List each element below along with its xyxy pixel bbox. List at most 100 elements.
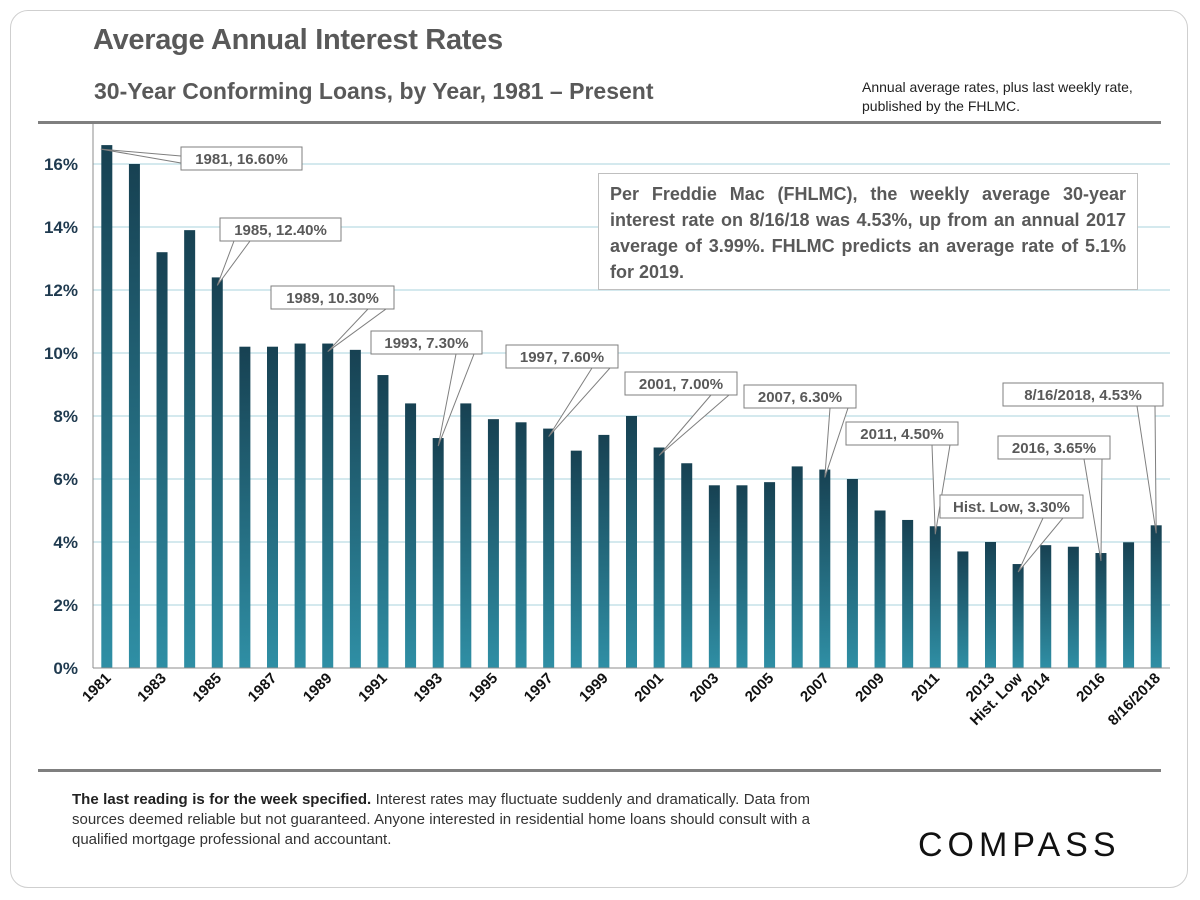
annotation-leader bbox=[1083, 458, 1103, 562]
bar-1983 bbox=[156, 252, 168, 668]
bar-2000 bbox=[626, 416, 637, 668]
source-note: Annual average rates, plus last weekly r… bbox=[862, 79, 1133, 114]
x-tick-label: 2001 bbox=[631, 670, 667, 706]
annotation-box bbox=[270, 285, 395, 310]
annotation-box bbox=[939, 494, 1084, 519]
y-tick-label: 0% bbox=[53, 659, 78, 678]
x-tick-label: 1997 bbox=[521, 670, 557, 706]
x-tick-label: 1993 bbox=[410, 670, 446, 706]
x-tick-label: 2009 bbox=[852, 670, 888, 706]
bar-2002 bbox=[681, 463, 693, 668]
y-tick-label: 16% bbox=[44, 155, 78, 174]
annotation-box bbox=[997, 435, 1111, 460]
y-tick-label: 6% bbox=[53, 470, 78, 489]
bar-1985 bbox=[211, 277, 223, 668]
y-tick-label: 8% bbox=[53, 407, 78, 426]
x-tick-label: 2016 bbox=[1073, 670, 1109, 706]
x-tick-label: 1991 bbox=[355, 670, 391, 706]
x-tick-label: 1989 bbox=[300, 670, 336, 706]
bottom-divider bbox=[38, 769, 1161, 772]
bar-1984 bbox=[184, 230, 196, 668]
bar-1990 bbox=[349, 349, 361, 668]
y-tick-label: 4% bbox=[53, 533, 78, 552]
x-tick-label: 2014 bbox=[1018, 669, 1054, 705]
annotation-label: 1985, 12.40% bbox=[234, 222, 327, 239]
x-tick-label: 2003 bbox=[687, 670, 723, 706]
freddie-mac-callout: Per Freddie Mac (FHLMC), the weekly aver… bbox=[598, 173, 1138, 290]
disclaimer: The last reading is for the week specifi… bbox=[72, 790, 810, 850]
annotation-box bbox=[743, 384, 857, 409]
bar-8-16-2018 bbox=[1150, 525, 1162, 668]
annotation-box bbox=[370, 330, 483, 355]
annotation-box bbox=[219, 217, 342, 242]
x-tick-label: 1981 bbox=[79, 670, 115, 706]
annotation-label: 2016, 3.65% bbox=[1012, 440, 1096, 457]
bar-2013 bbox=[985, 542, 996, 668]
top-divider bbox=[38, 121, 1161, 124]
disclaimer-text: Interest rates may fluctuate suddenly an… bbox=[72, 791, 810, 848]
bar-2010 bbox=[902, 519, 914, 668]
bar-1997 bbox=[543, 428, 555, 668]
bar-2007 bbox=[819, 469, 831, 668]
annotation-label: 2007, 6.30% bbox=[758, 389, 842, 406]
annotation-leader bbox=[658, 394, 731, 456]
x-tick-label: 1983 bbox=[134, 670, 170, 706]
annotation-label: 2011, 4.50% bbox=[860, 426, 943, 443]
annotation-label: 8/16/2018, 4.53% bbox=[1024, 387, 1142, 404]
bar-2005 bbox=[764, 482, 776, 668]
bar-2015 bbox=[1067, 546, 1079, 668]
bar-2012 bbox=[957, 551, 969, 668]
x-tick-label: 2007 bbox=[797, 670, 833, 706]
y-tick-label: 14% bbox=[44, 218, 78, 237]
bar-1982 bbox=[128, 164, 140, 668]
bar-1981 bbox=[101, 145, 113, 669]
bar-1999 bbox=[598, 434, 610, 668]
y-tick-label: 10% bbox=[44, 344, 78, 363]
annotation-label: 1989, 10.30% bbox=[286, 290, 379, 307]
bar-1988 bbox=[294, 343, 306, 668]
bar-2003 bbox=[708, 485, 720, 668]
x-tick-label: 1995 bbox=[466, 670, 502, 706]
chart-subtitle: 30-Year Conforming Loans, by Year, 1981 … bbox=[94, 78, 654, 104]
annotation-box bbox=[180, 146, 303, 171]
bar-2001 bbox=[653, 447, 665, 668]
y-tick-label: 12% bbox=[44, 281, 78, 300]
bar-1998 bbox=[570, 450, 582, 668]
bar-2009 bbox=[874, 510, 886, 668]
bar-2014 bbox=[1040, 545, 1052, 668]
annotation-box bbox=[624, 371, 738, 396]
bar-1994 bbox=[460, 403, 472, 668]
x-tick-label: 1999 bbox=[576, 670, 612, 706]
bar-1987 bbox=[267, 346, 278, 668]
bar-1992 bbox=[405, 403, 417, 668]
annotation-box bbox=[1002, 382, 1164, 407]
bar-hist-low bbox=[1012, 564, 1024, 668]
annotation-box bbox=[505, 344, 619, 369]
annotation-leader bbox=[1136, 405, 1157, 534]
annotation-box bbox=[845, 421, 959, 446]
bar-1989 bbox=[322, 343, 334, 668]
annotation-leader bbox=[824, 407, 849, 478]
annotation-label: Hist. Low, 3.30% bbox=[953, 499, 1070, 516]
x-tick-label: 2005 bbox=[742, 670, 778, 706]
bar-2004 bbox=[736, 485, 748, 668]
annotation-leader bbox=[548, 367, 612, 437]
x-tick-label: 1987 bbox=[245, 670, 281, 706]
bar-2017 bbox=[1123, 542, 1135, 668]
annotation-leader bbox=[931, 444, 951, 535]
y-tick-label: 2% bbox=[53, 596, 78, 615]
x-tick-label: 1985 bbox=[189, 670, 225, 706]
compass-logo: COMPASS bbox=[918, 826, 1121, 864]
bar-2006 bbox=[791, 466, 803, 668]
annotation-label: 1981, 16.60% bbox=[195, 151, 288, 168]
disclaimer-bold: The last reading is for the week specifi… bbox=[72, 791, 372, 808]
bar-1986 bbox=[239, 346, 251, 668]
bar-1996 bbox=[515, 422, 527, 668]
bar-2011 bbox=[929, 526, 941, 668]
bar-1993 bbox=[432, 438, 444, 668]
annotation-label: 2001, 7.00% bbox=[639, 376, 723, 393]
x-tick-label: 2011 bbox=[908, 670, 943, 705]
annotation-label: 1997, 7.60% bbox=[520, 349, 604, 366]
bar-1991 bbox=[377, 375, 389, 668]
